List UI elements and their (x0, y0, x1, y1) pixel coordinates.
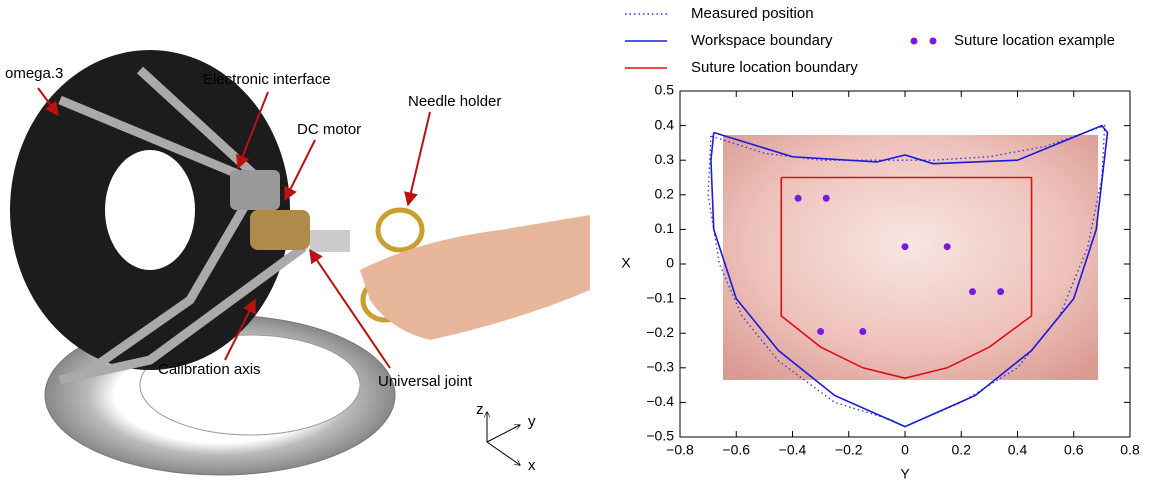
y-tick-label: 0 (666, 255, 674, 271)
x-tick-label: 0.2 (952, 442, 972, 458)
suture-point (817, 328, 824, 335)
suture-point (902, 243, 909, 250)
y-tick-label: −0.4 (646, 393, 674, 409)
photo-label: Needle holder (408, 93, 501, 110)
photo-label: DC motor (297, 121, 361, 138)
y-tick-label: 0.5 (655, 82, 675, 98)
suture-point (944, 243, 951, 250)
suture-point (859, 328, 866, 335)
x-tick-label: 0.8 (1120, 442, 1140, 458)
background-image (723, 135, 1098, 380)
photo-label: Electronic interface (203, 71, 331, 88)
photo-label: Universal joint (378, 373, 473, 390)
legend-label: Measured position (691, 5, 814, 22)
y-tick-label: 0.1 (655, 220, 675, 236)
y-tick-label: 0.3 (655, 151, 675, 167)
x-tick-label: 0.4 (1008, 442, 1028, 458)
photo-label: omega.3 (5, 65, 63, 82)
photo-label: z (476, 401, 484, 418)
x-tick-label: 0.6 (1064, 442, 1084, 458)
legend-marker (930, 38, 937, 45)
photo-label: x (528, 457, 536, 474)
suture-point (997, 288, 1004, 295)
x-tick-label: −0.8 (666, 442, 694, 458)
y-tick-label: −0.2 (646, 324, 674, 340)
x-axis-label: Y (900, 466, 910, 482)
photo-label: y (528, 413, 536, 430)
y-tick-label: 0.4 (655, 116, 675, 132)
photo-label: Calibration axis (158, 361, 261, 378)
y-tick-label: −0.1 (646, 289, 674, 305)
x-tick-label: −0.6 (722, 442, 750, 458)
y-tick-label: −0.3 (646, 359, 674, 375)
axes-icon (487, 412, 520, 465)
x-tick-label: 0 (901, 442, 909, 458)
device-photo (10, 50, 590, 475)
legend-marker (911, 38, 918, 45)
legend-label: Workspace boundary (691, 32, 833, 49)
suture-point (969, 288, 976, 295)
legend-label: Suture location boundary (691, 59, 858, 76)
suture-point (823, 195, 830, 202)
x-tick-label: −0.2 (835, 442, 863, 458)
legend-label: Suture location example (954, 32, 1115, 49)
y-axis-label: X (621, 255, 631, 271)
y-tick-label: 0.2 (655, 186, 675, 202)
x-tick-label: −0.4 (779, 442, 807, 458)
figure: omega.3 Electronic interface DC motor Needl… (0, 0, 1163, 484)
suture-point (795, 195, 802, 202)
y-tick-label: −0.5 (646, 428, 674, 444)
